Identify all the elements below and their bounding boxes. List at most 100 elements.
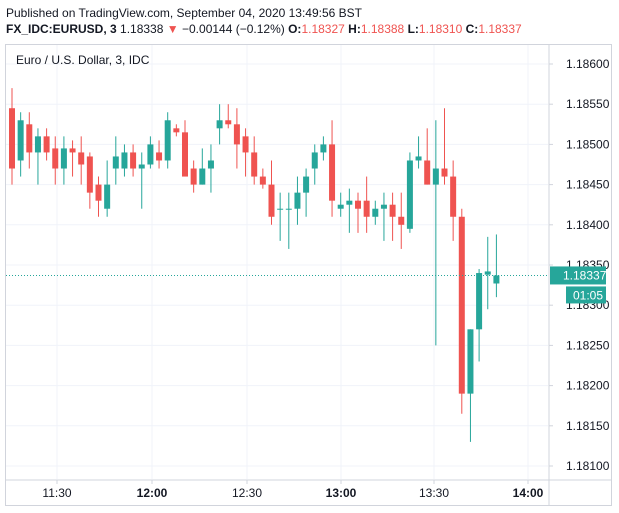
x-tick-label: 14:00: [513, 486, 544, 500]
candle: [424, 128, 431, 185]
candle-body: [493, 275, 500, 284]
chart-title: Euro / U.S. Dollar, 3, IDC: [16, 53, 150, 67]
candle: [242, 128, 249, 177]
x-tick-label: 12:00: [137, 486, 168, 500]
candle-body: [294, 192, 301, 209]
candle-body: [164, 120, 171, 161]
candle: [380, 192, 387, 241]
candle-body: [380, 204, 387, 209]
candle: [43, 128, 50, 161]
published-caption: Published on TradingView.com, September …: [6, 6, 363, 20]
candle: [476, 269, 483, 362]
x-tick-label: 13:00: [326, 486, 357, 500]
candle-body: [112, 156, 119, 169]
high-value: 1.18388: [360, 22, 405, 36]
chart-frame[interactable]: [5, 44, 612, 506]
candle: [277, 192, 284, 241]
high-label: H:: [348, 22, 361, 36]
time-axis: 11:30 12:00 12:30 13:00 13:30 14:00: [42, 480, 544, 500]
y-tick-label: 1.18450: [566, 178, 610, 192]
candle: [86, 152, 93, 209]
candle: [190, 160, 197, 193]
candle: [303, 168, 310, 217]
candle-body: [216, 120, 223, 129]
candle-body: [415, 156, 422, 161]
candle-body: [277, 208, 284, 210]
candle: [104, 160, 111, 217]
symbol-label: FX_IDC:EURUSD, 3: [6, 22, 117, 36]
candle-body: [458, 216, 465, 394]
candle: [52, 136, 59, 185]
candle: [337, 192, 344, 217]
candle: [17, 112, 24, 177]
candle: [484, 236, 491, 310]
candle: [207, 144, 214, 193]
last-price: 1.18338: [120, 22, 164, 36]
open-value: 1.18327: [301, 22, 345, 36]
last-price-badge: 1.18337 01:05: [550, 266, 607, 304]
candle-body: [398, 216, 405, 225]
chart-grid: [6, 45, 548, 479]
last-price-badge-bg: [550, 266, 606, 285]
candle: [355, 192, 361, 233]
candle-body: [26, 124, 33, 153]
candle: [294, 176, 301, 225]
candle: [147, 136, 154, 169]
candle-body: [225, 120, 232, 125]
candle-body: [17, 120, 24, 161]
candle: [112, 136, 119, 185]
candle-body: [78, 152, 85, 165]
candle: [450, 160, 457, 241]
candle: [268, 160, 275, 225]
candle-body: [199, 168, 206, 185]
candle-body: [355, 200, 361, 209]
candle-body: [450, 176, 457, 217]
candle: [285, 192, 292, 249]
candle: [69, 140, 76, 177]
countdown-badge-text: 01:05: [573, 288, 603, 302]
candle: [121, 144, 128, 177]
candle-body: [346, 200, 353, 205]
candle-body: [34, 136, 41, 153]
countdown-badge-bg: [566, 286, 606, 304]
candle: [251, 136, 258, 185]
y-tick-label: 1.18600: [566, 57, 610, 71]
candle-body: [173, 128, 180, 133]
candle-body: [156, 152, 163, 161]
candle: [78, 136, 85, 185]
candle: [320, 136, 327, 161]
candle: [9, 88, 15, 185]
candle: [26, 112, 33, 169]
y-tick-label: 1.18100: [566, 459, 610, 473]
candle-body: [182, 132, 188, 177]
candle-body: [130, 152, 137, 169]
candle: [225, 104, 232, 129]
candle-body: [441, 168, 448, 177]
candle: [311, 144, 318, 185]
open-label: O:: [288, 22, 302, 36]
candle-body: [268, 184, 275, 217]
candle-body: [259, 176, 266, 185]
candle-body: [337, 204, 344, 209]
candle: [441, 108, 448, 185]
candle: [34, 128, 41, 185]
candle: [398, 192, 405, 249]
candle: [233, 108, 240, 169]
y-tick-label: 1.18200: [566, 379, 610, 393]
candle-body: [484, 271, 491, 275]
close-label: C:: [465, 22, 479, 36]
candle-body: [251, 152, 258, 177]
candle-body: [320, 144, 327, 153]
down-arrow-icon: ▼: [166, 22, 179, 36]
candle-body: [52, 148, 59, 169]
x-tick-label: 13:30: [419, 486, 449, 500]
candle: [406, 152, 413, 233]
low-label: L:: [407, 22, 419, 36]
candle-body: [43, 136, 50, 153]
candle: [389, 192, 396, 241]
candle: [173, 124, 180, 137]
candle-body: [467, 329, 474, 394]
candle: [363, 176, 370, 233]
candle-body: [311, 152, 318, 169]
